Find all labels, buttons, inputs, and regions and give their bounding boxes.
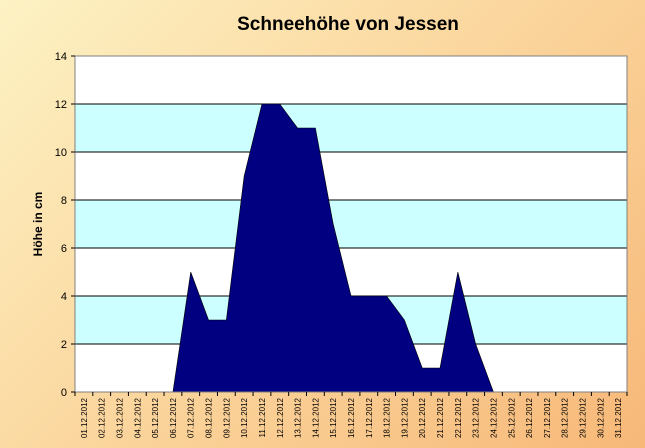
x-tick-label: 01.12.2012 [80,397,89,438]
x-tick-label: 06.12.2012 [169,397,178,438]
axes [74,55,628,393]
x-tick-label: 07.12.2012 [187,397,196,438]
x-tick-label: 24.12.2012 [489,397,498,438]
x-tick-label: 03.12.2012 [116,397,125,438]
x-tick-label: 13.12.2012 [294,397,303,438]
y-tick-label: 0 [61,387,67,399]
x-tick-label: 14.12.2012 [311,397,320,438]
x-tick-label: 17.12.2012 [365,397,374,438]
x-tick-label: 04.12.2012 [133,397,142,438]
plot-band [75,56,627,104]
x-tick-label: 20.12.2012 [418,397,427,438]
plot-band [75,152,627,200]
y-tick-label: 6 [61,243,67,255]
y-axis-label: Höhe in cm [31,192,45,257]
y-tick-label: 10 [55,147,67,159]
y-tick-label: 4 [61,291,67,303]
x-tick-label: 31.12.2012 [614,397,623,438]
x-tick-label: 10.12.2012 [240,397,249,438]
x-tick-label: 09.12.2012 [222,397,231,438]
x-tick-label: 25.12.2012 [507,397,516,438]
x-tick-label: 27.12.2012 [543,397,552,438]
x-tick-label: 23.12.2012 [472,397,481,438]
chart-title: Schneehöhe von Jessen [237,14,459,35]
plot-border [74,55,628,393]
y-tick-label: 12 [55,99,67,111]
x-tick-label: 18.12.2012 [383,397,392,438]
x-tick-label: 05.12.2012 [151,397,160,438]
x-tick-label: 21.12.2012 [436,397,445,438]
y-tick-label: 2 [61,339,67,351]
x-tick-label: 29.12.2012 [578,397,587,438]
x-tick-label: 11.12.2012 [258,397,267,437]
plot-band [75,248,627,296]
plot-band [75,104,627,152]
x-tick-label: 15.12.2012 [329,397,338,438]
x-tick-label: 22.12.2012 [454,397,463,438]
x-tick-label: 16.12.2012 [347,397,356,438]
plot-band [75,200,627,248]
x-tick-label: 19.12.2012 [400,397,409,438]
x-tick-label: 30.12.2012 [596,397,605,438]
x-tick-label: 08.12.2012 [205,397,214,438]
x-tick-label: 12.12.2012 [276,397,285,438]
x-axis-ticks: 01.12.2012 02.12.2012 03.12.2012 04.12.2012… [74,392,628,438]
y-axis-ticks: 0 2 4 6 8 10 12 14 [55,51,75,399]
y-tick-label: 8 [61,195,67,207]
x-tick-label: 28.12.2012 [561,397,570,438]
x-tick-label: 26.12.2012 [525,397,534,438]
y-tick-label: 14 [55,51,67,63]
plot-bands [75,56,627,392]
x-tick-label: 02.12.2012 [98,397,107,438]
